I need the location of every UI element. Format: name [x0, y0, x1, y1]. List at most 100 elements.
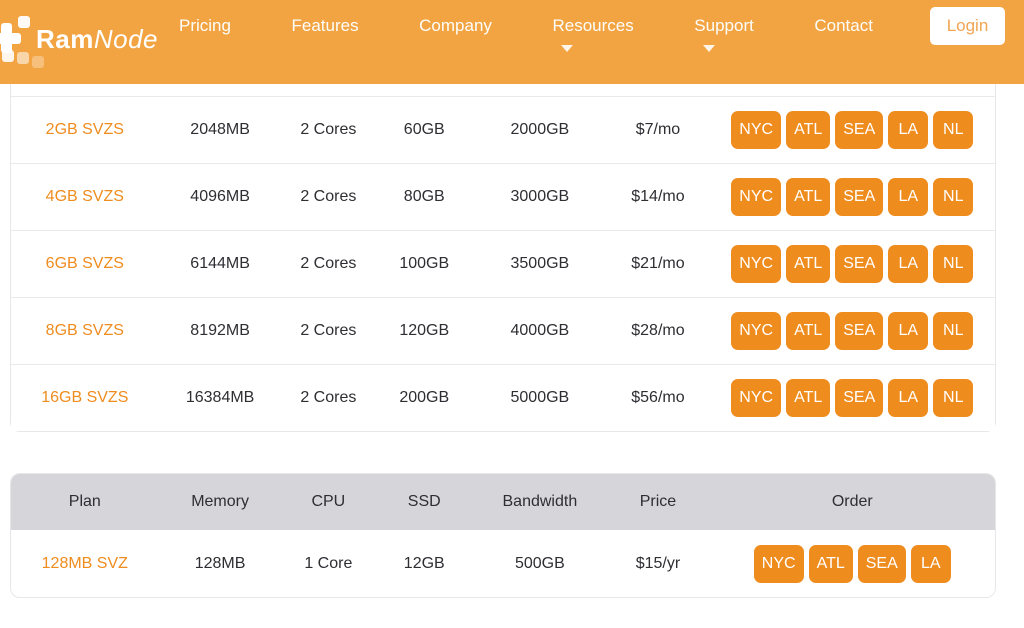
order-button-nyc[interactable]: NYC: [731, 245, 782, 283]
order-button-nyc[interactable]: NYC: [731, 379, 782, 417]
svz-table-body: 128MB SVZ 128MB 1 Core 12GB 500GB $15/yr…: [11, 530, 995, 597]
plan-link[interactable]: 128MB SVZ: [41, 554, 128, 572]
nav-item-label: Contact: [814, 16, 873, 35]
cpu-cell: 2 Cores: [300, 322, 357, 339]
cpu-cell: 2 Cores: [300, 121, 357, 138]
order-button-la[interactable]: LA: [888, 379, 929, 417]
brand-logo[interactable]: RamNode: [0, 0, 160, 84]
plan-link[interactable]: 8GB SVZS: [45, 322, 124, 339]
memory-cell: 4096MB: [190, 188, 250, 205]
svzs-table-body: 2GB SVZS 2048MB 2 Cores 60GB 2000GB $7/m…: [11, 96, 995, 431]
column-header-price: Price: [639, 493, 677, 510]
table-top-spacer: [11, 84, 995, 96]
nav-item-label: Support: [694, 16, 754, 35]
order-button-sea[interactable]: SEA: [835, 111, 884, 149]
memory-cell: 16384MB: [185, 389, 255, 406]
svz-plans-table: Plan Memory CPU SSD Bandwidth Price Order 128M…: [10, 473, 996, 598]
bandwidth-cell: 3000GB: [510, 188, 570, 205]
nav-item-label: Pricing: [179, 16, 231, 35]
top-navigation-bar: RamNode Pricing Features Company Resourc…: [0, 0, 1024, 84]
bandwidth-cell: 5000GB: [510, 389, 570, 406]
column-header-plan: Plan: [68, 493, 101, 510]
nav-item-company[interactable]: Company: [419, 0, 492, 36]
order-cell: NYC ATL SEA LA: [710, 544, 995, 583]
order-button-la[interactable]: LA: [888, 111, 929, 149]
table-row: 16GB SVZS 16384MB 2 Cores 200GB 5000GB $…: [11, 364, 995, 431]
order-button-sea[interactable]: SEA: [857, 544, 906, 583]
order-button-nyc[interactable]: NYC: [753, 544, 804, 583]
price-cell: $14/mo: [631, 188, 685, 205]
table-row: 6GB SVZS 6144MB 2 Cores 100GB 3500GB $21…: [11, 230, 995, 297]
price-cell: $21/mo: [631, 255, 685, 272]
order-button-atl[interactable]: ATL: [786, 379, 831, 417]
login-button[interactable]: Login: [930, 7, 1005, 45]
order-button-la[interactable]: LA: [888, 312, 929, 350]
column-header-bandwidth: Bandwidth: [502, 493, 578, 510]
order-cell: NYC ATL SEA LA NL: [710, 312, 995, 350]
nav-item-label: Features: [291, 16, 359, 35]
order-button-nl[interactable]: NL: [933, 379, 974, 417]
nav-item-resources[interactable]: Resources: [552, 0, 634, 52]
plan-link[interactable]: 6GB SVZS: [45, 255, 124, 272]
order-button-nyc[interactable]: NYC: [731, 178, 782, 216]
order-button-nl[interactable]: NL: [933, 312, 974, 350]
ssd-cell: 100GB: [399, 255, 450, 272]
nav-item-features[interactable]: Features: [292, 0, 359, 36]
order-button-la[interactable]: LA: [888, 178, 929, 216]
order-button-nl[interactable]: NL: [933, 178, 974, 216]
order-button-la[interactable]: LA: [888, 245, 929, 283]
order-button-atl[interactable]: ATL: [786, 178, 831, 216]
order-button-sea[interactable]: SEA: [835, 379, 884, 417]
nav-item-contact[interactable]: Contact: [814, 0, 873, 36]
column-header-ssd: SSD: [407, 493, 441, 510]
order-button-nyc[interactable]: NYC: [731, 111, 782, 149]
plan-link[interactable]: 16GB SVZS: [41, 389, 129, 406]
column-header-memory: Memory: [191, 493, 249, 510]
order-cell: NYC ATL SEA LA NL: [710, 379, 995, 417]
price-cell: $28/mo: [631, 322, 685, 339]
order-button-nl[interactable]: NL: [933, 111, 974, 149]
ssd-cell: 12GB: [403, 554, 445, 572]
chevron-down-icon: [703, 45, 716, 52]
memory-cell: 2048MB: [190, 121, 250, 138]
svzs-plans-table: 2GB SVZS 2048MB 2 Cores 60GB 2000GB $7/m…: [10, 84, 996, 432]
order-cell: NYC ATL SEA LA NL: [710, 178, 995, 216]
main-nav: Pricing Features Company Resources Suppo…: [179, 0, 873, 84]
ssd-cell: 60GB: [403, 121, 445, 138]
brand-name: RamNode: [36, 24, 158, 55]
nav-item-label: Resources: [552, 16, 634, 35]
order-button-nl[interactable]: NL: [933, 245, 974, 283]
order-button-sea[interactable]: SEA: [835, 312, 884, 350]
order-button-sea[interactable]: SEA: [835, 245, 884, 283]
cpu-cell: 2 Cores: [300, 389, 357, 406]
order-button-atl[interactable]: ATL: [786, 111, 831, 149]
order-button-atl[interactable]: ATL: [808, 544, 853, 583]
table-row: 4GB SVZS 4096MB 2 Cores 80GB 3000GB $14/…: [11, 163, 995, 230]
order-button-atl[interactable]: ATL: [786, 312, 831, 350]
order-button-sea[interactable]: SEA: [835, 178, 884, 216]
order-button-la[interactable]: LA: [910, 544, 951, 583]
order-button-nyc[interactable]: NYC: [731, 312, 782, 350]
table-row: 2GB SVZS 2048MB 2 Cores 60GB 2000GB $7/m…: [11, 96, 995, 163]
ssd-cell: 120GB: [399, 322, 450, 339]
bandwidth-cell: 4000GB: [510, 322, 570, 339]
nav-item-support[interactable]: Support: [694, 0, 754, 52]
plan-link[interactable]: 4GB SVZS: [45, 188, 124, 205]
ssd-cell: 200GB: [399, 389, 450, 406]
order-cell: NYC ATL SEA LA NL: [710, 111, 995, 149]
svz-table-header: Plan Memory CPU SSD Bandwidth Price Order: [11, 474, 995, 530]
price-cell: $56/mo: [631, 389, 685, 406]
price-cell: $15/yr: [635, 554, 681, 572]
price-cell: $7/mo: [635, 121, 681, 138]
bandwidth-cell: 500GB: [514, 554, 565, 572]
plan-link[interactable]: 2GB SVZS: [45, 121, 124, 138]
nav-item-pricing[interactable]: Pricing: [179, 0, 231, 36]
memory-cell: 6144MB: [190, 255, 250, 272]
order-button-atl[interactable]: ATL: [786, 245, 831, 283]
ssd-cell: 80GB: [403, 188, 445, 205]
nav-item-label: Company: [419, 16, 492, 35]
column-header-order: Order: [831, 493, 873, 510]
chevron-down-icon: [561, 45, 574, 52]
cpu-cell: 2 Cores: [300, 255, 357, 272]
cpu-cell: 2 Cores: [300, 188, 357, 205]
